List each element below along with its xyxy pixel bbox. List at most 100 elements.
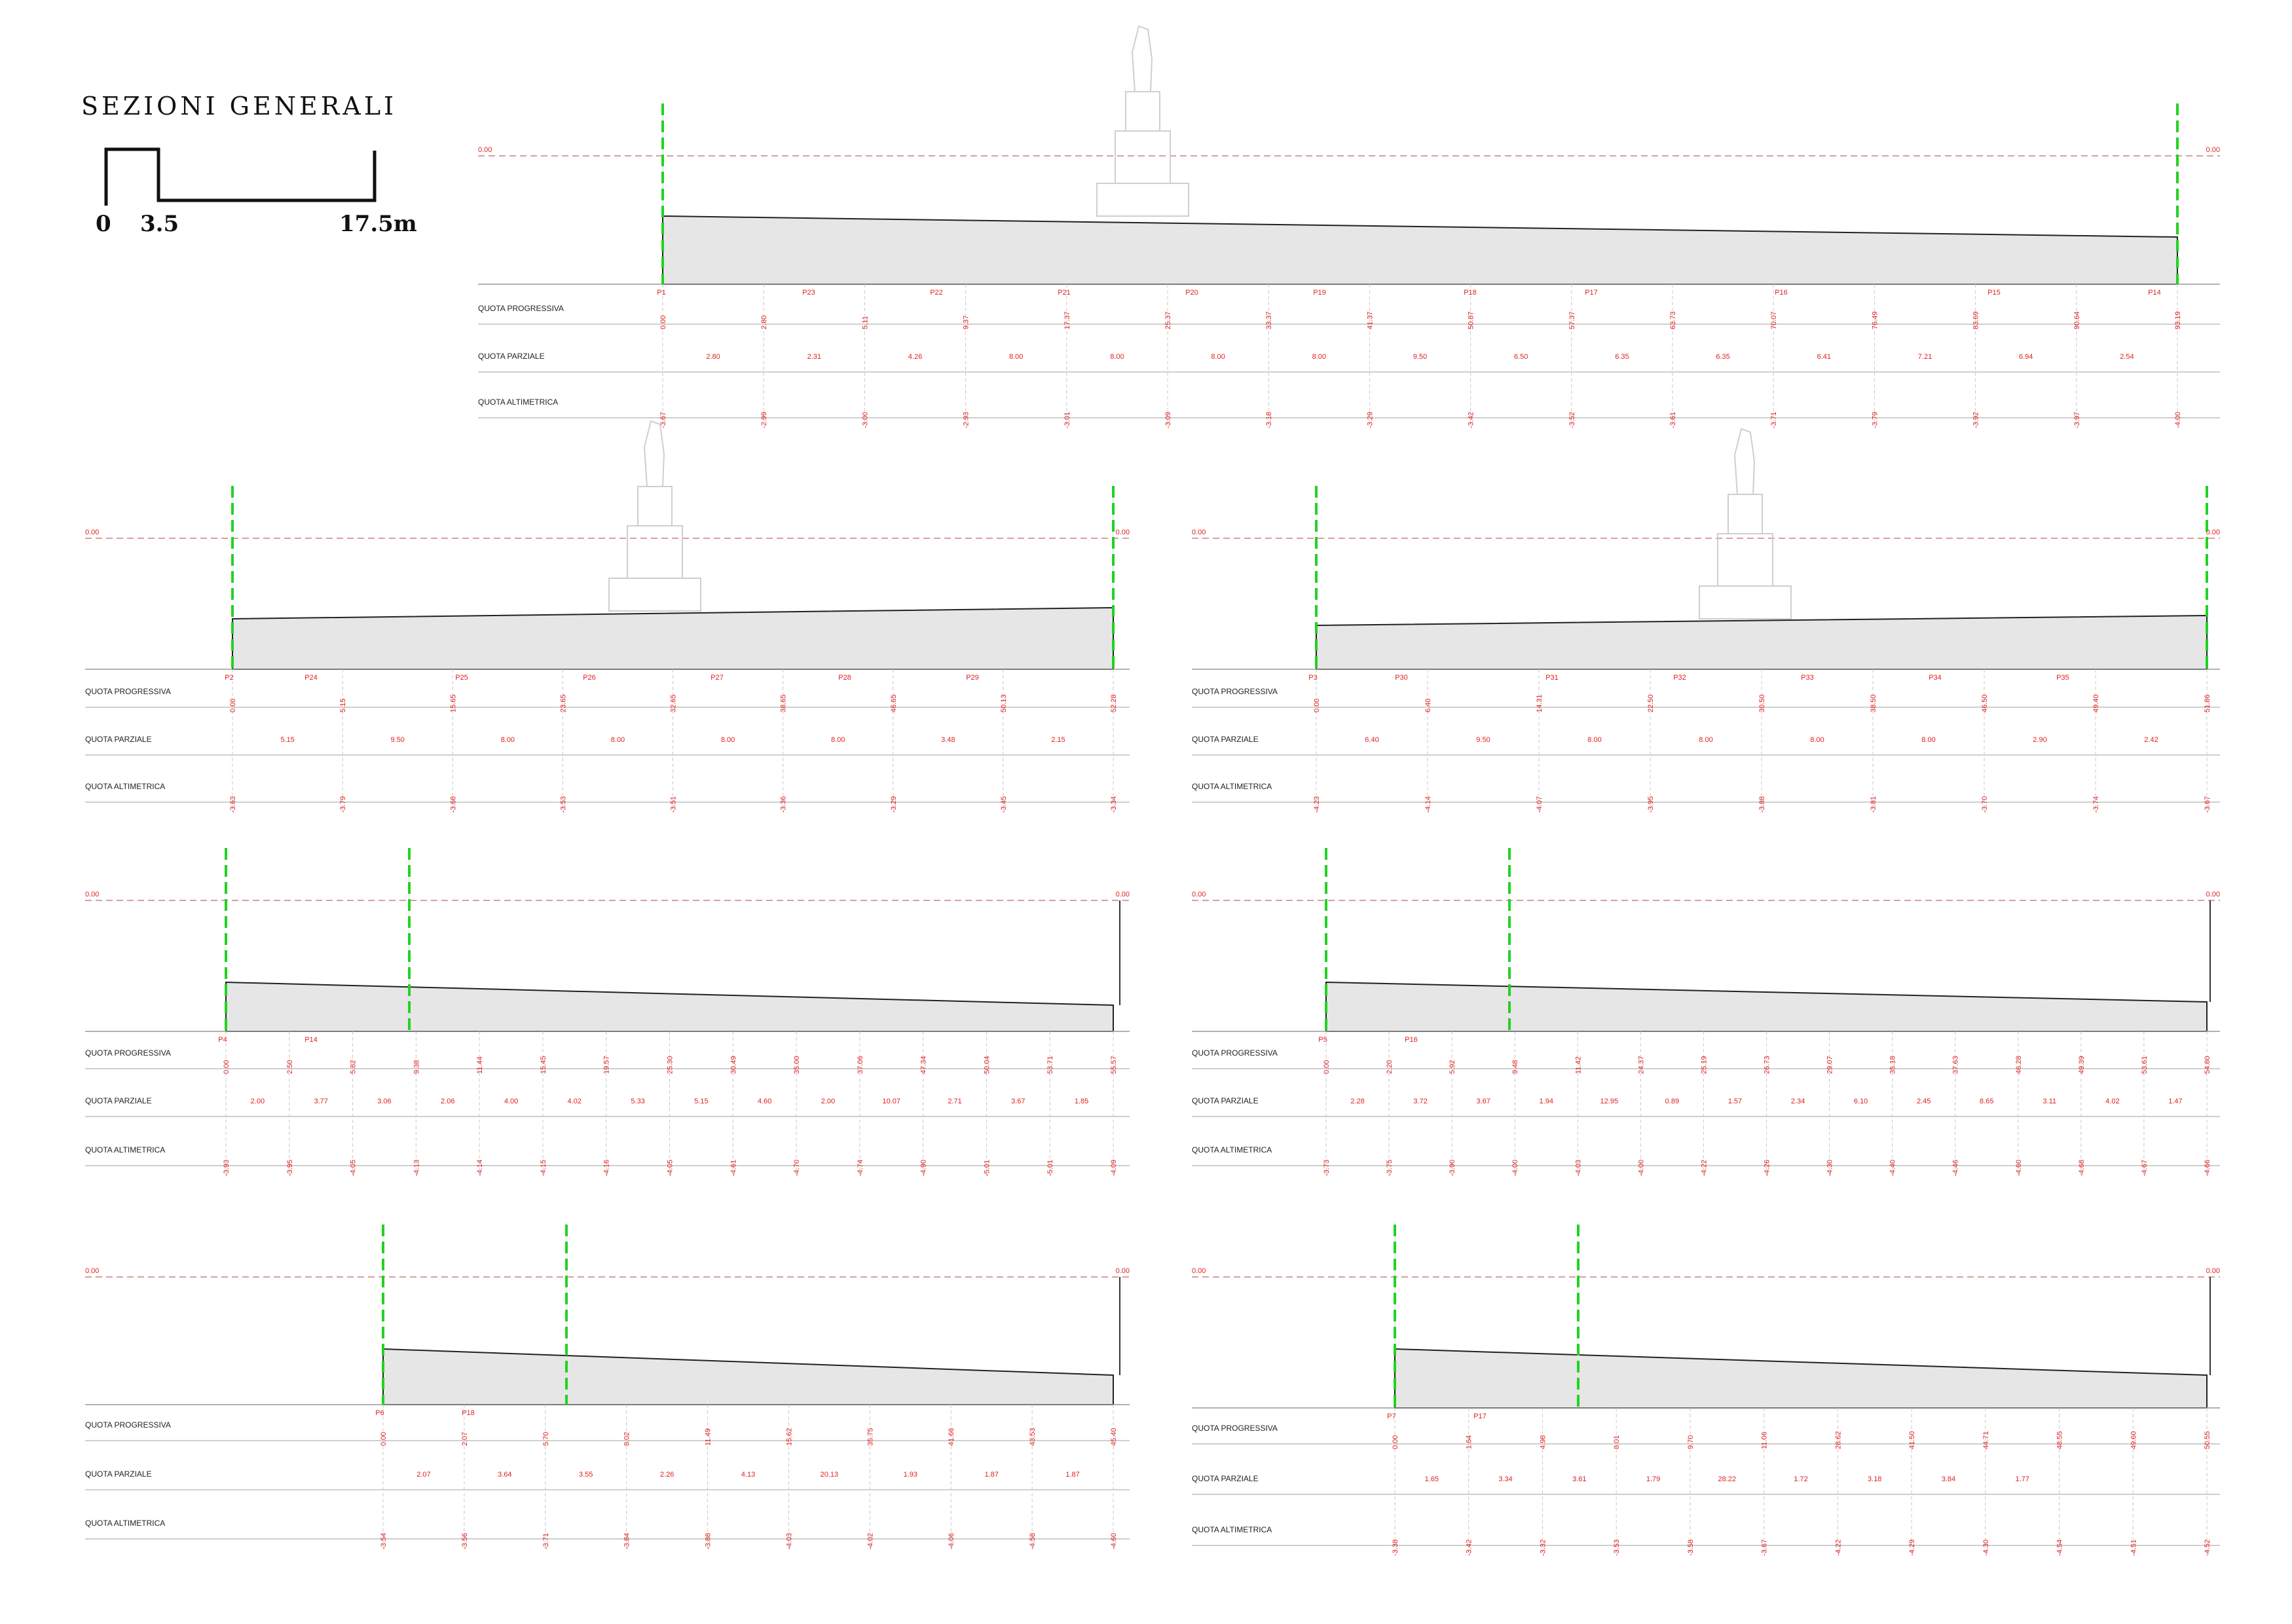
parziale-value-section-4-5: 4.02 <box>568 1098 582 1105</box>
progressiva-value-section-4-13: 53.71 <box>1046 1056 1054 1074</box>
parziale-value-section-5-8: 6.10 <box>1854 1098 1868 1105</box>
progressiva-value-section-4-11: 47.34 <box>920 1056 928 1074</box>
altimetrica-value-section-4-7: -4.05 <box>667 1160 675 1176</box>
parziale-value-section-3-6: 2.90 <box>2033 736 2046 744</box>
altimetrica-value-section-6-4: -3.88 <box>705 1533 712 1549</box>
progressiva-value-section-3-6: 46.50 <box>1981 694 1989 712</box>
altimetrica-value-section-6-5: -4.03 <box>785 1533 793 1549</box>
point-label-section-3-5: P34 <box>1929 674 1942 682</box>
point-label-section-2-6: P29 <box>966 674 979 682</box>
point-label-section-6-0: P6 <box>375 1409 384 1417</box>
parziale-value-section-2-6: 3.48 <box>941 736 955 744</box>
progressiva-value-section-6-3: 8.02 <box>623 1432 631 1446</box>
altimetrica-value-section-1-4: -3.01 <box>1063 412 1071 428</box>
progressiva-value-section-5-6: 25.19 <box>1700 1056 1708 1074</box>
progressiva-value-section-2-1: 5.15 <box>339 699 347 712</box>
altimetrica-value-section-7-7: -4.29 <box>1908 1540 1916 1556</box>
point-label-section-2-2: P25 <box>455 674 468 682</box>
altimetrica-value-section-2-0: -3.63 <box>229 796 237 813</box>
altimetrica-value-section-3-5: -3.81 <box>1870 796 1877 813</box>
progressiva-value-section-5-4: 11.42 <box>1574 1056 1582 1074</box>
altimetrica-value-section-6-7: -4.06 <box>948 1533 955 1549</box>
statue-icon-section-2 <box>608 420 701 612</box>
altimetrica-value-section-1-11: -3.71 <box>1770 412 1778 428</box>
altimetrica-value-section-2-7: -3.45 <box>1000 796 1008 813</box>
parziale-value-section-7-0: 1.65 <box>1425 1475 1439 1483</box>
ground-profile-section-1 <box>662 215 2178 285</box>
parziale-value-section-4-7: 5.15 <box>694 1098 708 1105</box>
point-label-section-2-1: P24 <box>305 674 318 682</box>
parziale-value-section-3-0: 6.40 <box>1365 736 1378 744</box>
point-label-section-4-0: P4 <box>218 1036 227 1044</box>
altimetrica-value-section-1-13: -3.92 <box>1972 412 1980 428</box>
statue-icon-section-3 <box>1699 428 1792 619</box>
parziale-value-section-5-5: 0.89 <box>1665 1098 1679 1105</box>
scale-label-end: 17.5m <box>339 211 417 237</box>
parziale-value-section-1-14: 2.54 <box>2120 353 2134 361</box>
row-label-altimetrica-section-6: QUOTA ALTIMETRICA <box>85 1519 165 1528</box>
altimetrica-value-section-2-1: -3.79 <box>339 796 347 813</box>
parziale-value-section-1-3: 8.00 <box>1009 353 1023 361</box>
parziale-value-section-4-4: 4.00 <box>504 1098 518 1105</box>
ground-profile-section-5 <box>1325 981 2208 1032</box>
progressiva-value-section-6-2: 5.70 <box>542 1432 550 1446</box>
scale-label-mid: 3.5 <box>140 211 179 237</box>
altimetrica-value-section-3-8: -3.67 <box>2204 796 2211 813</box>
progressiva-value-section-4-12: 50.04 <box>983 1056 991 1074</box>
altimetrica-value-section-5-2: -3.90 <box>1449 1160 1456 1176</box>
altimetrica-value-section-4-2: -4.05 <box>350 1160 358 1176</box>
parziale-value-section-1-4: 8.00 <box>1110 353 1124 361</box>
datum-label-right-section-6: 0.00 <box>1116 1267 1130 1275</box>
altimetrica-value-section-6-9: -4.60 <box>1110 1533 1118 1549</box>
parziale-value-section-4-13: 1.85 <box>1075 1098 1088 1105</box>
parziale-value-section-5-0: 2.28 <box>1350 1098 1364 1105</box>
progressiva-value-section-3-4: 30.50 <box>1758 694 1766 712</box>
progressiva-value-section-7-7: 41.50 <box>1908 1431 1916 1449</box>
row-label-progressiva-section-5: QUOTA PROGRESSIVA <box>1192 1048 1278 1058</box>
progressiva-value-section-1-10: 63.73 <box>1669 311 1677 329</box>
row-label-progressiva-section-3: QUOTA PROGRESSIVA <box>1192 687 1278 696</box>
progressiva-value-section-1-8: 50.87 <box>1468 311 1475 329</box>
progressiva-value-section-7-1: 1.64 <box>1466 1435 1473 1449</box>
altimetrica-value-section-1-10: -3.61 <box>1669 412 1677 428</box>
progressiva-value-section-1-15: 93.19 <box>2174 311 2182 329</box>
point-label-section-1-1: P23 <box>802 289 815 297</box>
altimetrica-value-section-1-7: -3.29 <box>1366 412 1374 428</box>
parziale-value-section-4-9: 2.00 <box>821 1098 835 1105</box>
row-label-parziale-section-2: QUOTA PARZIALE <box>85 735 152 744</box>
altimetrica-value-section-1-2: -3.00 <box>861 412 869 428</box>
point-label-section-1-5: P19 <box>1313 289 1326 297</box>
progressiva-value-section-7-11: 50.55 <box>2204 1431 2211 1449</box>
progressiva-value-section-1-12: 76.49 <box>1871 311 1879 329</box>
altimetrica-value-section-3-0: -4.23 <box>1313 796 1321 813</box>
progressiva-value-section-2-2: 15.65 <box>449 694 457 712</box>
parziale-value-section-4-10: 10.07 <box>882 1098 900 1105</box>
row-label-progressiva-section-1: QUOTA PROGRESSIVA <box>478 304 564 313</box>
altimetrica-value-section-4-11: -4.90 <box>920 1160 928 1176</box>
progressiva-value-section-5-12: 49.39 <box>2078 1056 2086 1074</box>
altimetrica-value-section-5-7: -4.26 <box>1764 1160 1771 1176</box>
point-label-section-7-1: P17 <box>1473 1412 1487 1420</box>
parziale-value-section-3-1: 9.50 <box>1476 736 1490 744</box>
parziale-value-section-4-11: 2.71 <box>948 1098 961 1105</box>
parziale-value-section-4-0: 2.00 <box>251 1098 265 1105</box>
altimetrica-value-section-7-9: -4.54 <box>2056 1540 2064 1556</box>
progressiva-value-section-4-9: 35.00 <box>793 1056 801 1074</box>
altimetrica-value-section-1-8: -3.42 <box>1468 412 1475 428</box>
altimetrica-value-section-5-0: -3.73 <box>1323 1160 1331 1176</box>
altimetrica-value-section-1-5: -3.09 <box>1164 412 1172 428</box>
parziale-value-section-5-7: 2.34 <box>1791 1098 1805 1105</box>
parziale-value-section-2-5: 8.00 <box>831 736 845 744</box>
point-label-section-1-3: P21 <box>1058 289 1071 297</box>
point-label-section-3-3: P32 <box>1673 674 1686 682</box>
ground-profile-section-7 <box>1394 1348 2208 1409</box>
progressiva-value-section-4-6: 19.57 <box>603 1056 611 1074</box>
altimetrica-value-section-3-6: -3.70 <box>1981 796 1989 813</box>
altimetrica-value-section-2-6: -3.29 <box>890 796 898 813</box>
altimetrica-value-section-7-3: -3.53 <box>1613 1540 1621 1556</box>
datum-label-left-section-7: 0.00 <box>1192 1267 1206 1275</box>
parziale-value-section-4-2: 3.06 <box>377 1098 391 1105</box>
parziale-value-section-1-5: 8.00 <box>1211 353 1225 361</box>
progressiva-value-section-1-7: 41.37 <box>1366 311 1374 329</box>
progressiva-value-section-4-4: 11.44 <box>476 1056 484 1074</box>
